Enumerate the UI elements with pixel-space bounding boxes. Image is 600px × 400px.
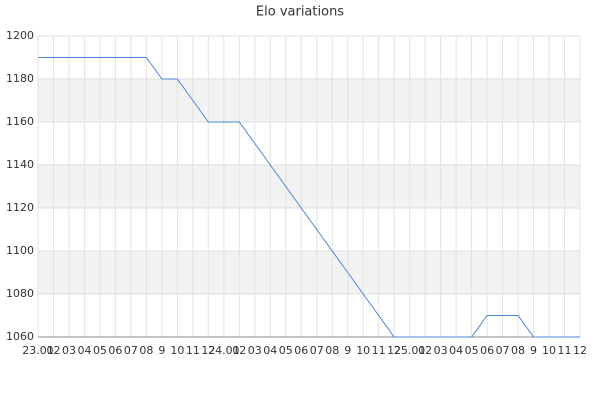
x-tick-label: 02 [232,344,246,357]
x-tick-label: 9 [158,344,165,357]
x-tick-label: 12 [201,344,215,357]
x-tick-label: 11 [186,344,200,357]
x-tick-label: 23.01 [22,344,54,357]
y-tick-label: 1120 [6,201,34,214]
x-tick-label: 02 [418,344,432,357]
line [38,57,580,338]
x-tick-label: 24.01 [208,344,240,357]
x-tick-label: 08 [511,344,525,357]
x-tick-label: 08 [139,344,153,357]
y-tick-label: 1140 [6,158,34,171]
x-tick-label: 05 [279,344,293,357]
x-tick-label: 9 [344,344,351,357]
x-tick-label: 03 [62,344,76,357]
x-tick-label: 05 [93,344,107,357]
x-tick-label: 07 [496,344,510,357]
y-tick-label: 1100 [6,244,34,257]
x-tick-label: 04 [77,344,91,357]
x-tick-label: 07 [124,344,138,357]
y-tick-label: 1060 [6,330,34,343]
grid-band [38,165,580,208]
x-tick-label: 04 [263,344,277,357]
x-tick-label: 12 [573,344,587,357]
y-tick-label: 1200 [6,29,34,42]
x-tick-label: 11 [372,344,386,357]
x-tick-label: 10 [542,344,556,357]
x-tick-label: 03 [434,344,448,357]
x-tick-label: 06 [480,344,494,357]
x-tick-label: 9 [530,344,537,357]
x-tick-label: 03 [248,344,262,357]
x-tick-label: 11 [558,344,572,357]
x-tick-label: 10 [170,344,184,357]
x-tick-label: 02 [46,344,60,357]
x-tick-label: 06 [108,344,122,357]
chart-title: Elo variations [256,5,344,20]
x-tick-label: 05 [465,344,479,357]
grid-band [38,79,580,122]
grid-band [38,251,580,294]
x-tick-label: 07 [310,344,324,357]
y-tick-label: 1180 [6,72,34,85]
x-tick-label: 10 [356,344,370,357]
y-tick-label: 1080 [6,287,34,300]
x-tick-label: 04 [449,344,463,357]
x-tick-label: 08 [325,344,339,357]
x-tick-label: 06 [294,344,308,357]
x-tick-label: 12 [387,344,401,357]
x-tick-label: 25.01 [394,344,426,357]
y-tick-label: 1160 [6,115,34,128]
